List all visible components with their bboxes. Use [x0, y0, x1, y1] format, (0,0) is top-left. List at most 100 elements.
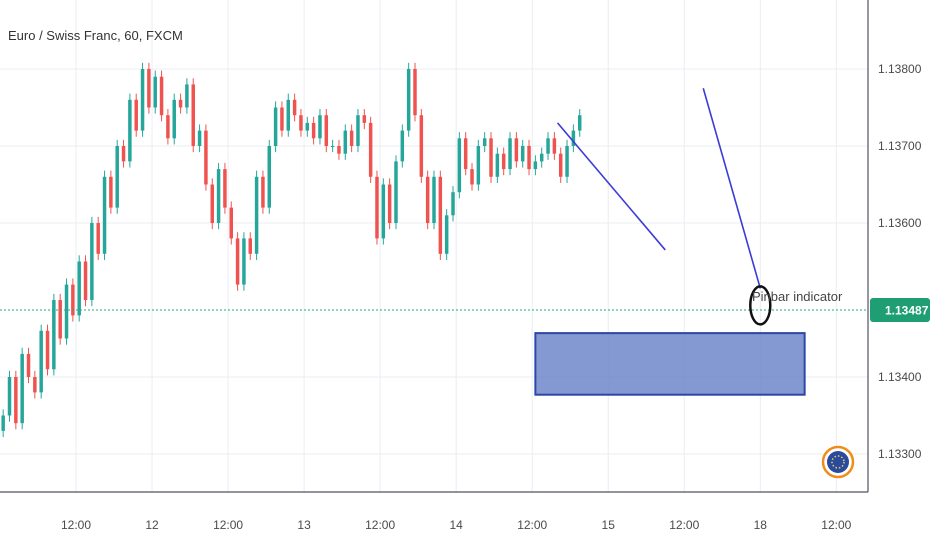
candle-body [489, 138, 493, 177]
candle-body [223, 169, 227, 208]
candle-body [368, 122, 373, 177]
trendline [556, 122, 666, 251]
candle-body [45, 330, 50, 370]
candle-body [121, 146, 126, 162]
candle-body [508, 138, 512, 170]
candle-body [178, 99, 183, 108]
candle-body [432, 176, 436, 223]
y-tick-label: 1.13800 [878, 62, 922, 76]
candle-body [444, 215, 449, 254]
candle-body [451, 192, 455, 216]
candle-body [109, 176, 113, 208]
grid-layer [0, 0, 868, 492]
current-price-label: 1.13487 [885, 304, 929, 318]
candle-body [216, 169, 221, 223]
tradingview-globe-icon[interactable] [821, 445, 855, 479]
x-tick-label: 14 [449, 518, 463, 532]
candle-body [197, 130, 202, 146]
candle-body [577, 115, 582, 131]
candle-body [1, 415, 5, 431]
candle-body [229, 207, 233, 239]
candle-body [20, 353, 24, 424]
candle-body [539, 153, 544, 162]
candle-body [77, 261, 81, 316]
candle-body [159, 76, 164, 116]
candle-body [147, 69, 151, 108]
y-tick-label: 1.13600 [878, 216, 922, 230]
x-tick-label: 12:00 [213, 518, 243, 532]
candle-body [58, 300, 62, 339]
candle-body [305, 122, 310, 131]
marker-layer [749, 285, 772, 326]
candle-body [191, 84, 195, 146]
candle-body [52, 300, 56, 370]
x-tick-label: 18 [754, 518, 768, 532]
y-tick-label: 1.13300 [878, 447, 922, 461]
candle-body [153, 76, 157, 108]
pinbar-circle-marker [749, 285, 772, 326]
candle-body [71, 284, 75, 316]
x-tick-label: 12:00 [365, 518, 395, 532]
time-axis-bg [0, 492, 932, 550]
candle-body [470, 169, 474, 185]
x-tick-label: 12:00 [517, 518, 547, 532]
candle-body [514, 138, 519, 162]
candle-body [33, 377, 37, 393]
trendline-layer [0, 88, 868, 311]
candle-body [134, 99, 138, 131]
candle-body [26, 353, 31, 377]
candle-body [39, 330, 43, 393]
candle-body [280, 107, 284, 131]
candle-body [413, 69, 417, 116]
support-zone-layer [534, 332, 806, 396]
candle-body [520, 146, 525, 162]
candle-body [501, 153, 506, 170]
candle-body [375, 176, 379, 239]
candle-body [533, 161, 538, 170]
x-tick-label: 12:00 [61, 518, 91, 532]
candle-body [463, 138, 468, 170]
candle-body [115, 146, 119, 208]
candle-body [267, 146, 272, 208]
candle-body [330, 146, 335, 147]
x-tick-label: 13 [297, 518, 311, 532]
candle-body [254, 176, 259, 254]
x-tick-label: 15 [602, 518, 616, 532]
candle-body [356, 115, 360, 146]
current-price-tag [870, 298, 930, 323]
candle-body [102, 176, 107, 254]
trendline [702, 88, 762, 289]
candle-body [14, 377, 18, 424]
candle-body [172, 99, 176, 139]
candle-body [83, 261, 88, 300]
candle-body [128, 99, 132, 162]
x-tick-label: 12:00 [669, 518, 699, 532]
candle-body [476, 146, 481, 185]
candle-body [242, 238, 246, 285]
candle-body [90, 223, 94, 300]
candle-body [311, 122, 316, 139]
candle-body [552, 138, 557, 154]
candle-body [457, 138, 462, 193]
x-tick-label: 12:00 [821, 518, 851, 532]
candle-body [438, 176, 443, 254]
candle-body [406, 69, 411, 131]
candle-body [400, 130, 405, 162]
candle-body [210, 184, 214, 223]
candle-body [273, 107, 278, 146]
candle-body [394, 161, 398, 223]
candle-body [140, 69, 145, 131]
symbol-title: Euro / Swiss Franc, 60, FXCM [8, 28, 183, 43]
pinbar-label: Pinbar indicator [752, 289, 843, 304]
candle-body [292, 99, 297, 116]
price-axis-bg [868, 0, 932, 550]
candle-body [425, 176, 430, 223]
candle-body [419, 115, 424, 177]
candle-body [64, 284, 69, 339]
candle-body [337, 146, 341, 154]
candle-body [248, 238, 253, 254]
candle-layer [1, 62, 582, 438]
